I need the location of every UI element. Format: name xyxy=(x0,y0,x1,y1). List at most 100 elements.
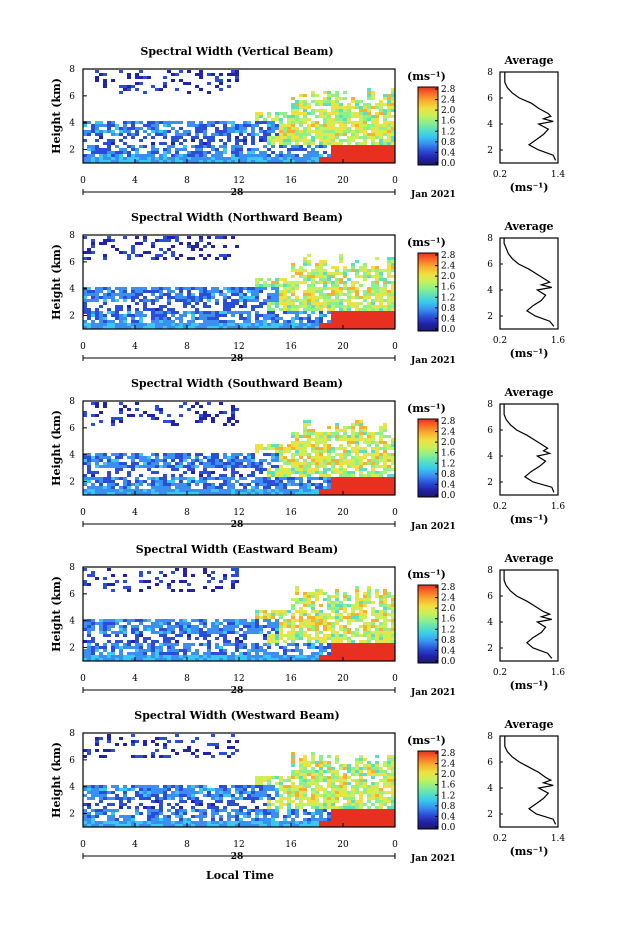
heatmap-cell xyxy=(127,157,131,160)
heatmap-cell xyxy=(383,127,387,130)
heatmap-cell xyxy=(311,607,315,610)
heatmap-cell xyxy=(291,154,295,157)
heatmap-cell xyxy=(223,411,227,414)
heatmap-cell xyxy=(131,456,135,459)
heatmap-cell xyxy=(167,480,171,483)
heatmap-cell xyxy=(315,619,319,622)
heatmap-cell xyxy=(383,637,387,640)
heatmap-cell xyxy=(307,435,311,438)
heatmap-cell xyxy=(187,242,191,245)
heatmap-cell xyxy=(327,492,331,495)
heatmap-cell xyxy=(387,160,391,163)
profile-y-tick-label: 2 xyxy=(487,644,493,654)
heatmap-cell xyxy=(359,317,363,320)
heatmap-cell xyxy=(351,157,355,160)
heatmap-cell xyxy=(347,136,351,139)
heatmap-cell xyxy=(387,637,391,640)
heatmap-cell xyxy=(331,604,335,607)
heatmap-cell xyxy=(203,492,207,495)
heatmap-cell xyxy=(299,622,303,625)
heatmap-cell xyxy=(283,305,287,308)
heatmap-cell xyxy=(287,115,291,118)
heatmap-cell xyxy=(111,423,115,426)
heatmap-cell xyxy=(87,465,91,468)
heatmap-cell xyxy=(319,447,323,450)
heatmap-cell xyxy=(335,148,339,151)
heatmap-cell xyxy=(131,453,135,456)
heatmap-cell xyxy=(151,483,155,486)
heatmap-cell xyxy=(191,815,195,818)
heatmap-cell xyxy=(331,281,335,284)
heatmap-cell xyxy=(239,290,243,293)
heatmap-cell xyxy=(95,314,99,317)
heatmap-cell xyxy=(235,326,239,329)
heatmap-cell xyxy=(299,160,303,163)
heatmap-cell xyxy=(103,323,107,326)
heatmap-cell xyxy=(391,257,395,260)
heatmap-cell xyxy=(235,245,239,248)
heatmap-cell xyxy=(375,634,379,637)
heatmap-cell xyxy=(267,631,271,634)
heatmap-cell xyxy=(371,130,375,133)
heatmap-cell xyxy=(91,483,95,486)
heatmap-cell xyxy=(99,489,103,492)
heatmap-cell xyxy=(387,604,391,607)
heatmap-cell xyxy=(259,154,263,157)
heatmap-cell xyxy=(107,148,111,151)
heatmap-cell xyxy=(295,308,299,311)
heatmap-cell xyxy=(327,616,331,619)
heatmap-cell xyxy=(323,287,327,290)
heatmap-cell xyxy=(215,643,219,646)
heatmap-cell xyxy=(227,456,231,459)
heatmap-cell xyxy=(163,154,167,157)
heatmap-cell xyxy=(303,311,307,314)
heatmap-cell xyxy=(259,459,263,462)
heatmap-cell xyxy=(203,619,207,622)
heatmap-cell xyxy=(323,127,327,130)
heatmap-cell xyxy=(111,791,115,794)
heatmap-cell xyxy=(243,293,247,296)
heatmap-cell xyxy=(99,73,103,76)
heatmap-cell xyxy=(159,296,163,299)
heatmap-cell xyxy=(87,803,91,806)
heatmap-cell xyxy=(187,631,191,634)
heatmap-cell xyxy=(375,474,379,477)
colorbar-tick-label: 2.8 xyxy=(441,583,456,593)
heatmap-cell xyxy=(123,646,127,649)
heatmap-cell xyxy=(231,130,235,133)
heatmap-cell xyxy=(163,453,167,456)
heatmap-cell xyxy=(203,652,207,655)
heatmap-cell xyxy=(127,76,131,79)
heatmap-cell xyxy=(215,160,219,163)
heatmap-cell xyxy=(315,157,319,160)
heatmap-cell xyxy=(263,160,267,163)
heatmap-cell xyxy=(207,139,211,142)
heatmap-cell xyxy=(183,82,187,85)
heatmap-cell xyxy=(103,242,107,245)
heatmap-cell xyxy=(391,94,395,97)
heatmap-cell xyxy=(255,299,259,302)
heatmap-cell xyxy=(223,302,227,305)
heatmap-cell xyxy=(111,296,115,299)
heatmap-cell xyxy=(359,462,363,465)
heatmap-cell xyxy=(191,468,195,471)
heatmap-cell xyxy=(171,631,175,634)
heatmap-cell xyxy=(167,311,171,314)
heatmap-cell xyxy=(279,112,283,115)
heatmap-cell xyxy=(255,121,259,124)
heatmap-cell xyxy=(343,269,347,272)
heatmap-cell xyxy=(387,290,391,293)
heatmap-cell xyxy=(95,646,99,649)
heatmap-cell xyxy=(207,91,211,94)
heatmap-cell xyxy=(83,154,87,157)
heatmap-cell xyxy=(123,634,127,637)
heatmap-cell xyxy=(279,613,283,616)
heatmap-cell xyxy=(251,655,255,658)
heatmap-cell xyxy=(155,812,159,815)
heatmap-cell xyxy=(387,652,391,655)
colorbar-tick-label: 2.8 xyxy=(441,85,456,95)
heatmap-cell xyxy=(263,649,267,652)
heatmap-cell xyxy=(143,658,147,661)
heatmap-cell xyxy=(375,465,379,468)
heatmap-cell xyxy=(323,299,327,302)
